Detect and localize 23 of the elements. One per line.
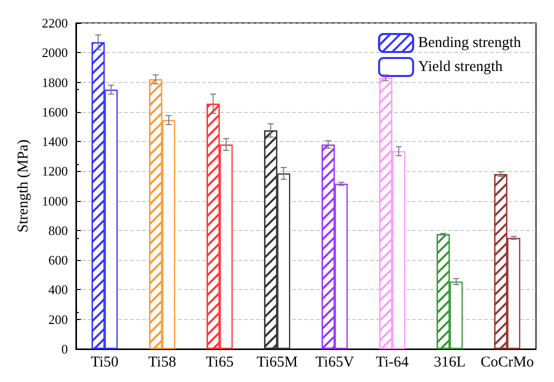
legend-label: Bending strength — [418, 35, 522, 51]
x-tick-label: 316L — [434, 354, 466, 370]
y-tick-label: 2000 — [42, 45, 68, 60]
y-axis-title: Strength (MPa) — [16, 140, 32, 232]
y-tick-label: 1400 — [42, 134, 68, 150]
x-tick-label: Ti-64 — [376, 354, 410, 370]
x-tick-label: Ti58 — [148, 354, 176, 370]
legend-label: Yield strength — [418, 59, 504, 75]
y-tick-label: 2200 — [42, 16, 68, 30]
x-tick-label: CoCrMo — [480, 354, 534, 370]
x-tick-label: Ti50 — [90, 354, 119, 370]
x-tick-label: Ti65M — [256, 354, 298, 370]
y-tick-label: 800 — [48, 222, 68, 238]
y-tick-label: 400 — [48, 282, 68, 298]
y-tick-label: 1600 — [42, 104, 68, 120]
y-tick-label: 600 — [48, 252, 68, 268]
y-tick-label: 200 — [48, 312, 68, 327]
y-tick-label: 0 — [61, 342, 68, 356]
y-tick-label: 1800 — [42, 74, 68, 90]
x-tick-label: Ti65 — [206, 354, 234, 370]
x-tick-label: Ti65V — [315, 354, 354, 370]
y-tick-label: 1200 — [42, 164, 68, 179]
y-tick-label: 1000 — [42, 193, 68, 208]
